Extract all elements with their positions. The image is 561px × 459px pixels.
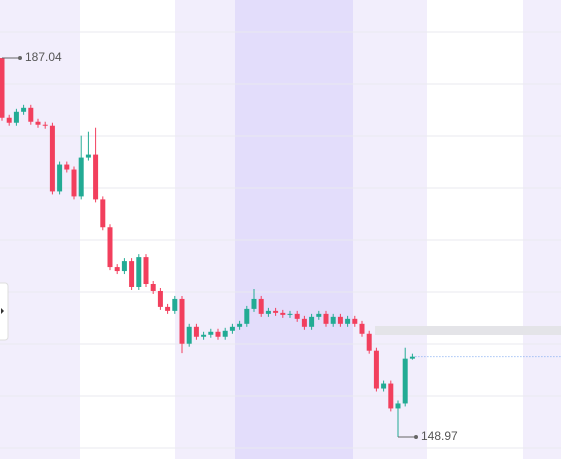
candle-body: [114, 267, 120, 272]
candle-body: [309, 316, 315, 327]
candle-body: [78, 157, 84, 197]
candle-body: [273, 310, 279, 313]
candle-body: [280, 312, 286, 315]
candle-body: [222, 330, 228, 337]
candle-body: [337, 316, 343, 324]
candle-body: [258, 298, 264, 314]
candle-body: [64, 164, 70, 170]
candle-body: [21, 107, 27, 112]
candle-body: [143, 257, 149, 285]
candle-body: [244, 308, 250, 324]
candles: [0, 58, 415, 438]
candle-body: [13, 111, 19, 123]
candle-body: [157, 290, 163, 307]
candle-body: [35, 121, 41, 125]
candle-body: [345, 318, 351, 324]
candle-body: [323, 313, 329, 324]
candle-body: [409, 356, 415, 359]
candle-body: [316, 313, 322, 317]
candle-body: [388, 383, 394, 409]
candle-body: [287, 313, 293, 315]
candle-body: [381, 383, 387, 389]
candle-body: [294, 313, 300, 319]
max-label: 187.04: [25, 50, 62, 64]
candle-body: [85, 154, 91, 158]
candle-body: [150, 284, 156, 291]
candle-body: [229, 326, 235, 331]
candle-body: [0, 58, 5, 118]
candle-body: [265, 310, 271, 314]
handle-arrow: [1, 308, 4, 314]
candle-body: [208, 331, 214, 335]
candle-body: [42, 124, 48, 126]
candle-body: [6, 117, 12, 123]
candle-body: [172, 298, 178, 311]
candle-body: [402, 358, 408, 404]
candle-body: [352, 318, 358, 324]
candle-body: [359, 323, 365, 334]
candle-body: [100, 199, 106, 228]
candle-body: [237, 323, 243, 327]
candle-body: [215, 331, 221, 337]
candle-body: [57, 164, 63, 192]
candle-body: [193, 326, 199, 337]
highlight-band: [375, 326, 561, 335]
candle-body: [373, 350, 379, 389]
min-label: 148.97: [421, 429, 458, 443]
side-handle[interactable]: [0, 282, 9, 341]
max-dot: [18, 56, 22, 61]
candle-body: [186, 326, 192, 344]
candle-body: [28, 107, 34, 122]
candle-body: [93, 154, 99, 200]
candle-body: [201, 334, 207, 337]
candle-body: [165, 306, 171, 311]
candle-body: [366, 333, 372, 351]
candle-body: [129, 261, 135, 287]
candle-body: [301, 318, 307, 327]
candle-body: [330, 316, 336, 324]
candle-body: [71, 169, 77, 197]
candle-body: [121, 261, 127, 272]
candle-body: [395, 403, 401, 409]
candle-body: [107, 227, 113, 268]
candle-body: [136, 257, 142, 287]
candle-body: [251, 298, 257, 309]
candle-body: [179, 298, 185, 344]
candle-body: [49, 125, 55, 192]
min-dot: [414, 435, 418, 440]
